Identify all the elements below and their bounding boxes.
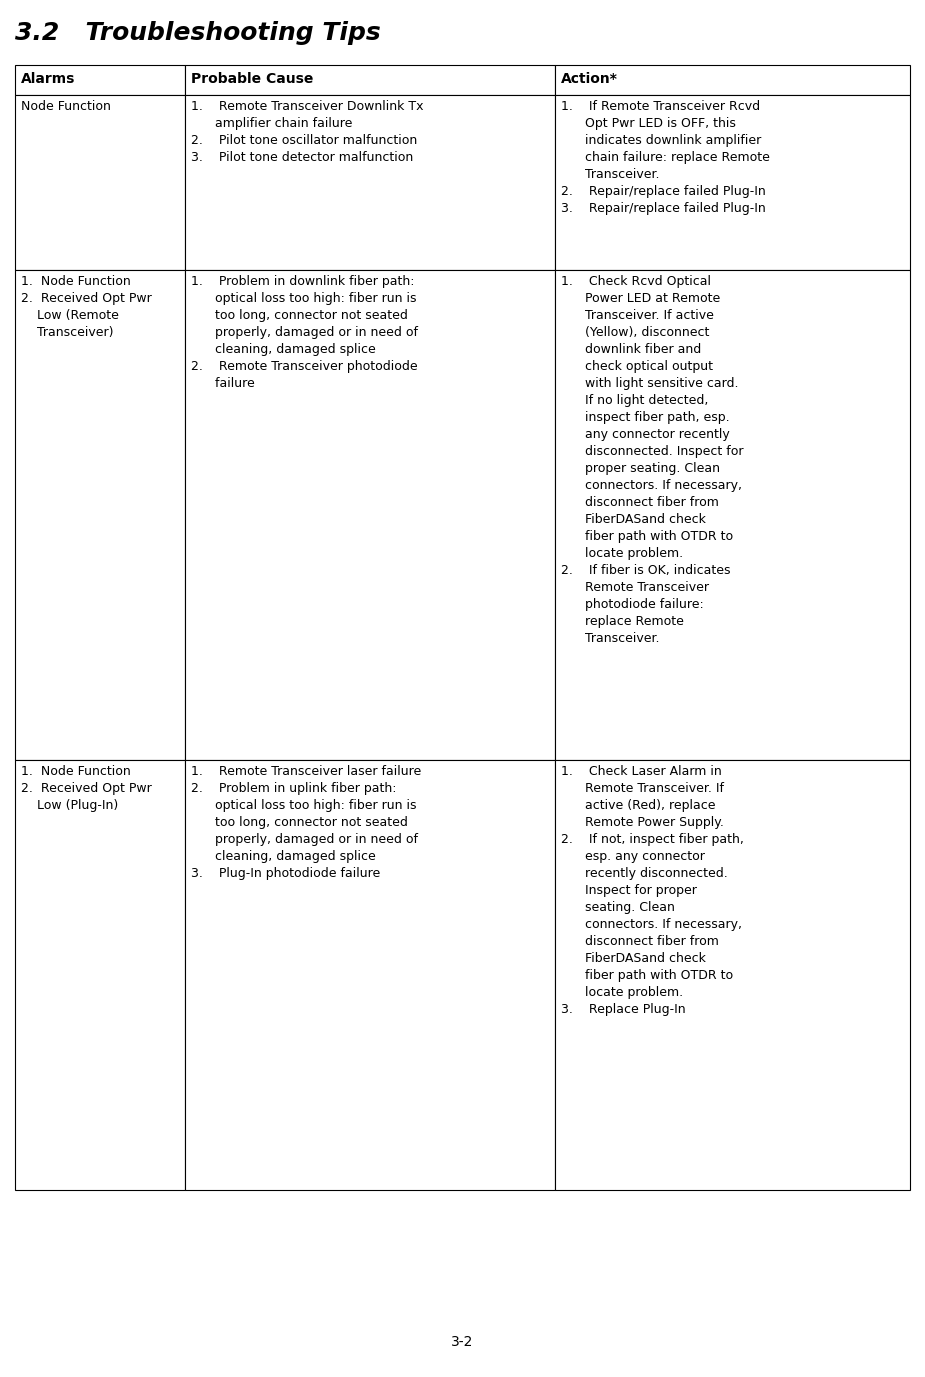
Text: 1.    Remote Transceiver laser failure
2.    Problem in uplink fiber path:
     : 1. Remote Transceiver laser failure 2. P… <box>191 766 421 880</box>
Text: 1.    Remote Transceiver Downlink Tx
      amplifier chain failure
2.    Pilot t: 1. Remote Transceiver Downlink Tx amplif… <box>191 101 424 164</box>
Bar <box>555 65 910 95</box>
Text: 3.2   Troubleshooting Tips: 3.2 Troubleshooting Tips <box>15 21 381 45</box>
Bar <box>15 65 185 95</box>
Bar <box>555 760 910 1190</box>
Text: Probable Cause: Probable Cause <box>191 72 314 85</box>
Bar <box>185 65 555 95</box>
Bar <box>15 270 185 760</box>
Bar <box>185 95 555 270</box>
Text: Action*: Action* <box>561 72 618 85</box>
Text: 1.    If Remote Transceiver Rcvd
      Opt Pwr LED is OFF, this
      indicates : 1. If Remote Transceiver Rcvd Opt Pwr LE… <box>561 101 770 215</box>
Bar <box>185 760 555 1190</box>
Text: 1.    Check Laser Alarm in
      Remote Transceiver. If
      active (Red), repl: 1. Check Laser Alarm in Remote Transceiv… <box>561 766 744 1016</box>
Bar <box>15 95 185 270</box>
Bar <box>15 760 185 1190</box>
Bar <box>555 95 910 270</box>
Text: 3-2: 3-2 <box>451 1334 474 1349</box>
Text: Node Function: Node Function <box>21 101 111 113</box>
Text: 1.    Check Rcvd Optical
      Power LED at Remote
      Transceiver. If active
: 1. Check Rcvd Optical Power LED at Remot… <box>561 275 744 644</box>
Text: Alarms: Alarms <box>21 72 75 85</box>
Text: 1.  Node Function
2.  Received Opt Pwr
    Low (Remote
    Transceiver): 1. Node Function 2. Received Opt Pwr Low… <box>21 275 152 339</box>
Bar <box>555 270 910 760</box>
Text: 1.  Node Function
2.  Received Opt Pwr
    Low (Plug-In): 1. Node Function 2. Received Opt Pwr Low… <box>21 766 152 812</box>
Text: 1.    Problem in downlink fiber path:
      optical loss too high: fiber run is
: 1. Problem in downlink fiber path: optic… <box>191 275 418 390</box>
Bar <box>185 270 555 760</box>
